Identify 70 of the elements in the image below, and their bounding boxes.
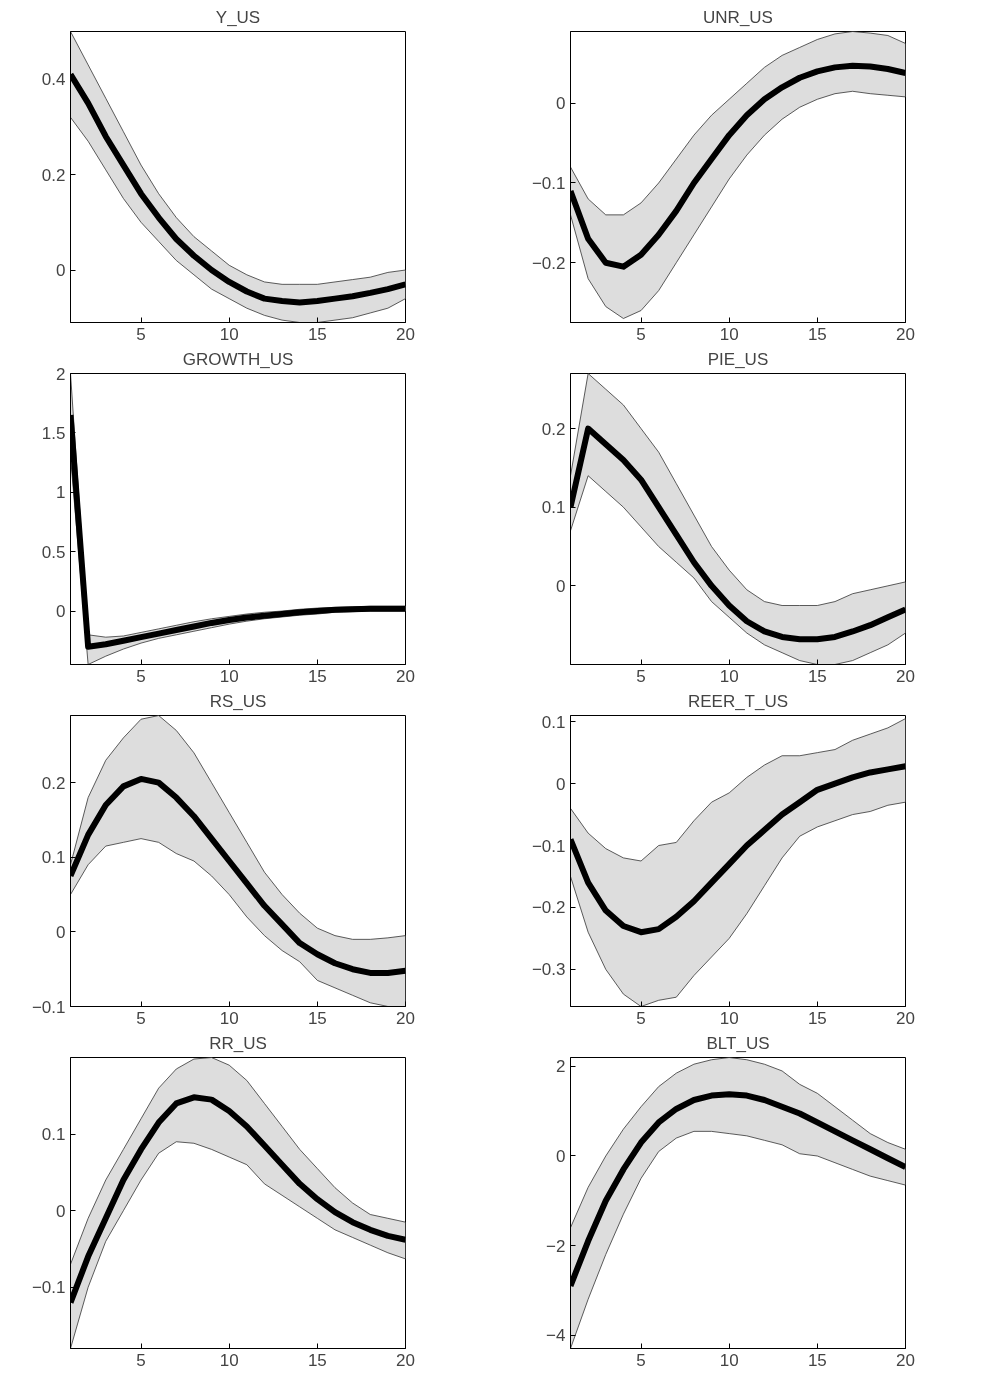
y-tick-label: 0.1	[41, 848, 66, 868]
y-tick-label: 1.5	[41, 423, 66, 443]
x-tick-label: 10	[719, 1350, 739, 1370]
y-tick-label: 0.2	[41, 165, 66, 185]
x-tick-label: 10	[219, 666, 239, 686]
x-tick-label: 15	[307, 1008, 327, 1028]
x-tick-label: 10	[719, 324, 739, 344]
x-tick-label: 15	[807, 324, 827, 344]
x-tick-label: 20	[896, 666, 915, 686]
y-tick-label: −2	[546, 1236, 566, 1256]
x-tick-label: 15	[307, 666, 327, 686]
y-tick-label: 2	[556, 1057, 566, 1077]
chart-title: Y_US	[215, 7, 261, 27]
chart-title: UNR_US	[703, 7, 773, 27]
chart-title: BLT_US	[706, 1033, 770, 1053]
x-tick-label: 10	[719, 666, 739, 686]
x-tick-label: 5	[636, 324, 646, 344]
y-tick-label: 0	[56, 602, 66, 622]
x-tick-label: 10	[219, 1350, 239, 1370]
y-tick-label: 0	[56, 1201, 66, 1221]
x-tick-label: 15	[807, 666, 827, 686]
x-tick-label: 10	[219, 1008, 239, 1028]
x-tick-label: 15	[807, 1008, 827, 1028]
chart-title: GROWTH_US	[182, 349, 294, 369]
x-tick-label: 20	[396, 1008, 415, 1028]
x-tick-label: 10	[219, 324, 239, 344]
chart-title: RS_US	[209, 691, 267, 711]
y-tick-label: −0.3	[531, 960, 566, 980]
x-tick-label: 5	[636, 1008, 646, 1028]
y-tick-label: 0.4	[41, 70, 66, 90]
y-tick-label: −0.1	[531, 836, 566, 856]
x-tick-label: 5	[136, 324, 146, 344]
y-tick-label: 0	[556, 774, 566, 794]
x-tick-label: 15	[307, 1350, 327, 1370]
x-tick-label: 5	[636, 666, 646, 686]
y-tick-label: 0	[556, 576, 566, 596]
chart-title: RR_US	[209, 1033, 267, 1053]
y-tick-label: 0.2	[41, 773, 66, 793]
x-tick-label: 5	[136, 666, 146, 686]
y-tick-label: −0.2	[531, 253, 566, 273]
chart-title: PIE_US	[707, 349, 769, 369]
y-tick-label: 2	[56, 364, 66, 384]
x-tick-label: 5	[136, 1350, 146, 1370]
x-tick-label: 5	[636, 1350, 646, 1370]
y-tick-label: −0.2	[531, 898, 566, 918]
y-tick-label: 0	[556, 1146, 566, 1166]
x-tick-label: 20	[896, 324, 915, 344]
x-tick-label: 20	[896, 1350, 915, 1370]
y-tick-label: 0.2	[541, 419, 566, 439]
y-tick-label: 0.1	[541, 712, 566, 732]
x-tick-label: 15	[807, 1350, 827, 1370]
x-tick-label: 20	[396, 1350, 415, 1370]
x-tick-label: 15	[307, 324, 327, 344]
y-tick-label: −0.1	[31, 997, 66, 1017]
y-tick-label: 0.1	[541, 498, 566, 518]
x-tick-label: 20	[896, 1008, 915, 1028]
y-tick-label: −0.1	[531, 173, 566, 193]
y-tick-label: 0	[556, 94, 566, 114]
y-tick-label: 0	[56, 261, 66, 281]
y-tick-label: 0	[56, 922, 66, 942]
y-tick-label: −4	[546, 1326, 566, 1346]
x-tick-label: 20	[396, 324, 415, 344]
x-tick-label: 10	[719, 1008, 739, 1028]
y-tick-label: 0.1	[41, 1125, 66, 1145]
x-tick-label: 20	[396, 666, 415, 686]
y-tick-label: 1	[56, 483, 66, 503]
chart-title: REER_T_US	[687, 691, 789, 711]
y-tick-label: −0.1	[31, 1278, 66, 1298]
y-tick-label: 0.5	[41, 542, 66, 562]
x-tick-label: 5	[136, 1008, 146, 1028]
